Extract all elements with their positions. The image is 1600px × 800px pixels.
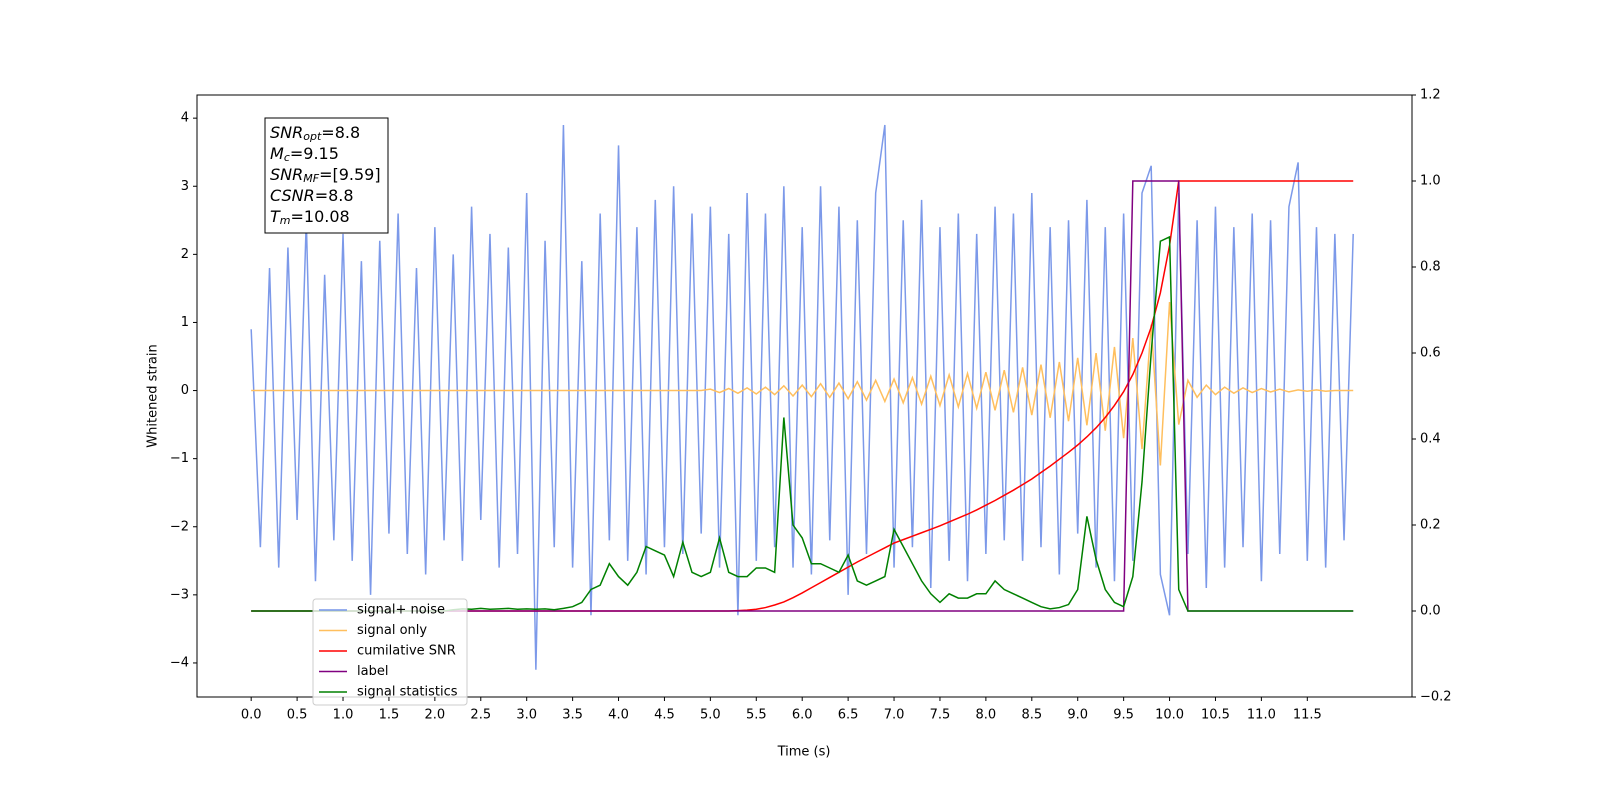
- x-tick-label: 10.0: [1155, 708, 1184, 723]
- y-tick-label: 4: [181, 111, 189, 126]
- x-tick-label: 1.5: [379, 708, 400, 723]
- x-tick-label: 4.5: [654, 708, 675, 723]
- y-axis-label: Whitened strain: [146, 344, 161, 447]
- annotation-value: =8.8: [321, 123, 360, 142]
- annotation-line: SNRMF=[9.59]: [270, 165, 381, 186]
- y2-tick-label: 1.0: [1420, 174, 1441, 189]
- x-tick-label: 11.5: [1293, 708, 1322, 723]
- annotation-box: SNRopt=8.8Mc=9.15SNRMF=[9.59]CSNR=8.8Tm=…: [264, 117, 389, 234]
- legend-label: cumilative SNR: [357, 644, 456, 659]
- x-tick-label: 10.5: [1201, 708, 1230, 723]
- x-tick-label: 9.0: [1067, 708, 1088, 723]
- x-tick-label: 2.5: [470, 708, 491, 723]
- plot-area: [197, 95, 1412, 697]
- annotation-value: =10.08: [291, 207, 350, 226]
- x-tick-label: 4.0: [608, 708, 629, 723]
- axes-frame: [196, 94, 1413, 698]
- y-tick-label: 1: [181, 315, 189, 330]
- annotation-value: =[9.59]: [319, 165, 381, 184]
- annotation-symbol: T: [270, 207, 281, 226]
- annotation-subscript: opt: [303, 130, 322, 143]
- legend-label: label: [357, 664, 388, 679]
- series-line: [250, 124, 1354, 670]
- legend-label: signal+ noise: [357, 603, 445, 618]
- series-line: [251, 301, 1354, 466]
- x-tick-label: 5.5: [746, 708, 767, 723]
- x-tick-label: 2.0: [425, 708, 446, 723]
- annotation-symbol: SNR: [270, 123, 303, 142]
- y2-tick-label: 0.0: [1420, 604, 1441, 619]
- annotation-frame: [264, 117, 389, 234]
- annotation-symbol: SNR: [270, 165, 303, 184]
- legend-label: signal only: [357, 623, 427, 638]
- y-tick-label: 0: [181, 383, 189, 398]
- legend: signal+ noise signal only cumilative SNR la…: [312, 598, 468, 706]
- annotation-line: Tm=10.08: [270, 207, 350, 228]
- legend-label: signal statistics: [357, 685, 458, 700]
- annotation-subscript: MF: [303, 172, 319, 185]
- annotation-line: CSNR=8.8: [270, 186, 354, 205]
- x-tick-label: 6.0: [792, 708, 813, 723]
- x-tick-label: 1.0: [333, 708, 354, 723]
- x-tick-label: 5.0: [700, 708, 721, 723]
- y2-tick-label: 0.6: [1420, 346, 1441, 361]
- annotation-subscript: m: [280, 214, 291, 227]
- y-tick-label: −4: [170, 655, 189, 670]
- x-tick-label: 0.5: [287, 708, 308, 723]
- y2-tick-label: −0.2: [1420, 690, 1452, 705]
- annotation-line: SNRopt=8.8: [270, 123, 360, 144]
- x-axis-label: Time (s): [777, 745, 831, 760]
- x-tick-label: 3.0: [516, 708, 537, 723]
- legend-frame: [312, 598, 468, 706]
- y2-tick-label: 1.2: [1420, 88, 1441, 103]
- annotation-value: =9.15: [290, 144, 339, 163]
- y-tick-label: −2: [170, 519, 189, 534]
- annotation-symbol: CSNR: [270, 186, 315, 205]
- y-tick-label: −3: [170, 587, 189, 602]
- annotation-symbol: M: [270, 144, 284, 163]
- y-tick-label: 3: [181, 179, 189, 194]
- y2-tick-label: 0.8: [1420, 260, 1441, 275]
- y-tick-label: 2: [181, 247, 189, 262]
- y2-tick-label: 0.2: [1420, 518, 1441, 533]
- x-tick-label: 3.5: [562, 708, 583, 723]
- x-tick-label: 6.5: [838, 708, 859, 723]
- y-tick-label: −1: [170, 451, 189, 466]
- x-tick-label: 8.0: [976, 708, 997, 723]
- x-tick-label: 8.5: [1021, 708, 1042, 723]
- annotation-value: =8.8: [315, 186, 354, 205]
- x-tick-label: 11.0: [1247, 708, 1276, 723]
- annotation-subscript: c: [284, 151, 290, 164]
- x-tick-label: 7.0: [884, 708, 905, 723]
- annotation-line: Mc=9.15: [270, 144, 339, 165]
- x-tick-label: 7.5: [930, 708, 951, 723]
- y2-tick-label: 0.4: [1420, 432, 1441, 447]
- x-tick-label: 0.0: [241, 708, 262, 723]
- x-tick-label: 9.5: [1113, 708, 1134, 723]
